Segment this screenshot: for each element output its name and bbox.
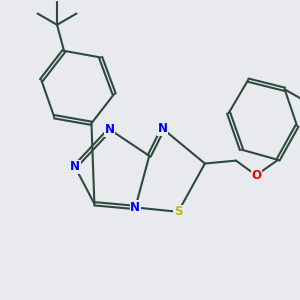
Text: S: S [174, 205, 182, 218]
Text: N: N [105, 123, 115, 136]
Text: N: N [158, 122, 168, 135]
Text: N: N [70, 160, 80, 173]
Text: N: N [130, 201, 140, 214]
Text: O: O [251, 169, 261, 182]
